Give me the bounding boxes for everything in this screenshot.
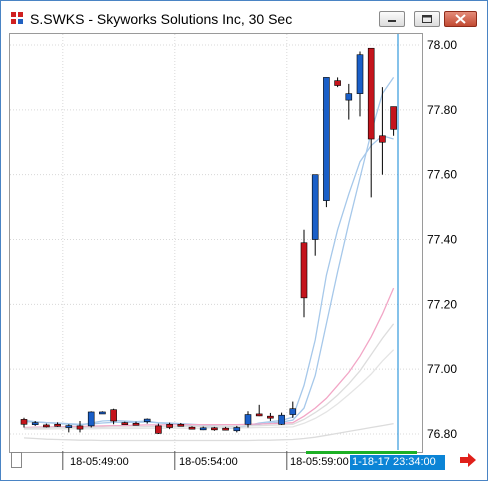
candle-down (155, 425, 162, 434)
candle-up (199, 427, 207, 431)
y-tick-label: 77.60 (427, 168, 457, 182)
app-logo-icon (11, 12, 24, 25)
moving-average-line (23, 323, 395, 429)
candle-down (267, 415, 274, 419)
moving-average-line (23, 287, 395, 429)
candle-down (20, 419, 28, 425)
moving-average-line (24, 349, 395, 430)
candle-up (356, 54, 364, 94)
candle-down (132, 423, 140, 426)
y-tick-label: 78.00 (427, 38, 457, 52)
cursor-time-readout: 1-18-17 23:34:00 (350, 455, 445, 470)
candle-up (311, 174, 319, 240)
time-label-2: 18-05:54:00 (179, 456, 238, 468)
time-label-3: 18-05:59:00 (290, 456, 349, 468)
maximize-icon (422, 15, 432, 23)
y-tick-label: 77.20 (427, 297, 457, 311)
candle-down (379, 135, 386, 143)
candle-up (323, 77, 330, 201)
minimize-button[interactable] (379, 11, 405, 27)
candle-up (244, 414, 252, 425)
candle-down (76, 425, 84, 430)
candle-down (211, 427, 218, 431)
chart-plot-area[interactable] (9, 33, 423, 453)
candle-down (255, 413, 263, 417)
session-bar (306, 451, 417, 454)
scroll-handle[interactable] (11, 452, 22, 468)
candle-down (300, 242, 308, 299)
candle-down (222, 427, 229, 431)
candle-down (166, 423, 173, 428)
candle-down (43, 424, 50, 428)
y-tick-label: 77.80 (427, 103, 457, 117)
minimize-icon (388, 20, 396, 22)
candle-up (99, 411, 106, 415)
candle-up (65, 425, 73, 428)
time-label-1: 18-05:49:00 (70, 456, 129, 468)
candle-up (345, 93, 353, 101)
candle-up (31, 422, 39, 425)
window-title: S.SWKS - Skyworks Solutions Inc, 30 Sec (30, 11, 293, 27)
candle-down (177, 423, 185, 427)
title-bar[interactable]: S.SWKS - Skyworks Solutions Inc, 30 Sec (1, 1, 487, 35)
close-button[interactable] (444, 11, 477, 27)
candle-down (121, 422, 129, 425)
candle-down (367, 47, 375, 140)
moving-average-line (23, 77, 395, 428)
moving-average-line (23, 422, 394, 442)
candle-down (334, 80, 341, 86)
candle-down (54, 423, 61, 427)
candle-up (233, 427, 241, 432)
close-icon (455, 14, 466, 24)
candle-up (278, 414, 285, 425)
maximize-button[interactable] (414, 11, 440, 27)
y-tick-label: 76.80 (427, 427, 457, 441)
candle-up (289, 408, 297, 415)
candle-up (87, 411, 95, 427)
candle-up (143, 418, 151, 422)
right-arrow-icon[interactable] (458, 452, 478, 468)
candle-down (390, 106, 397, 130)
y-tick-label: 77.00 (427, 362, 457, 376)
candle-down (110, 409, 117, 422)
candle-down (188, 426, 196, 430)
y-tick-label: 77.40 (427, 233, 457, 247)
